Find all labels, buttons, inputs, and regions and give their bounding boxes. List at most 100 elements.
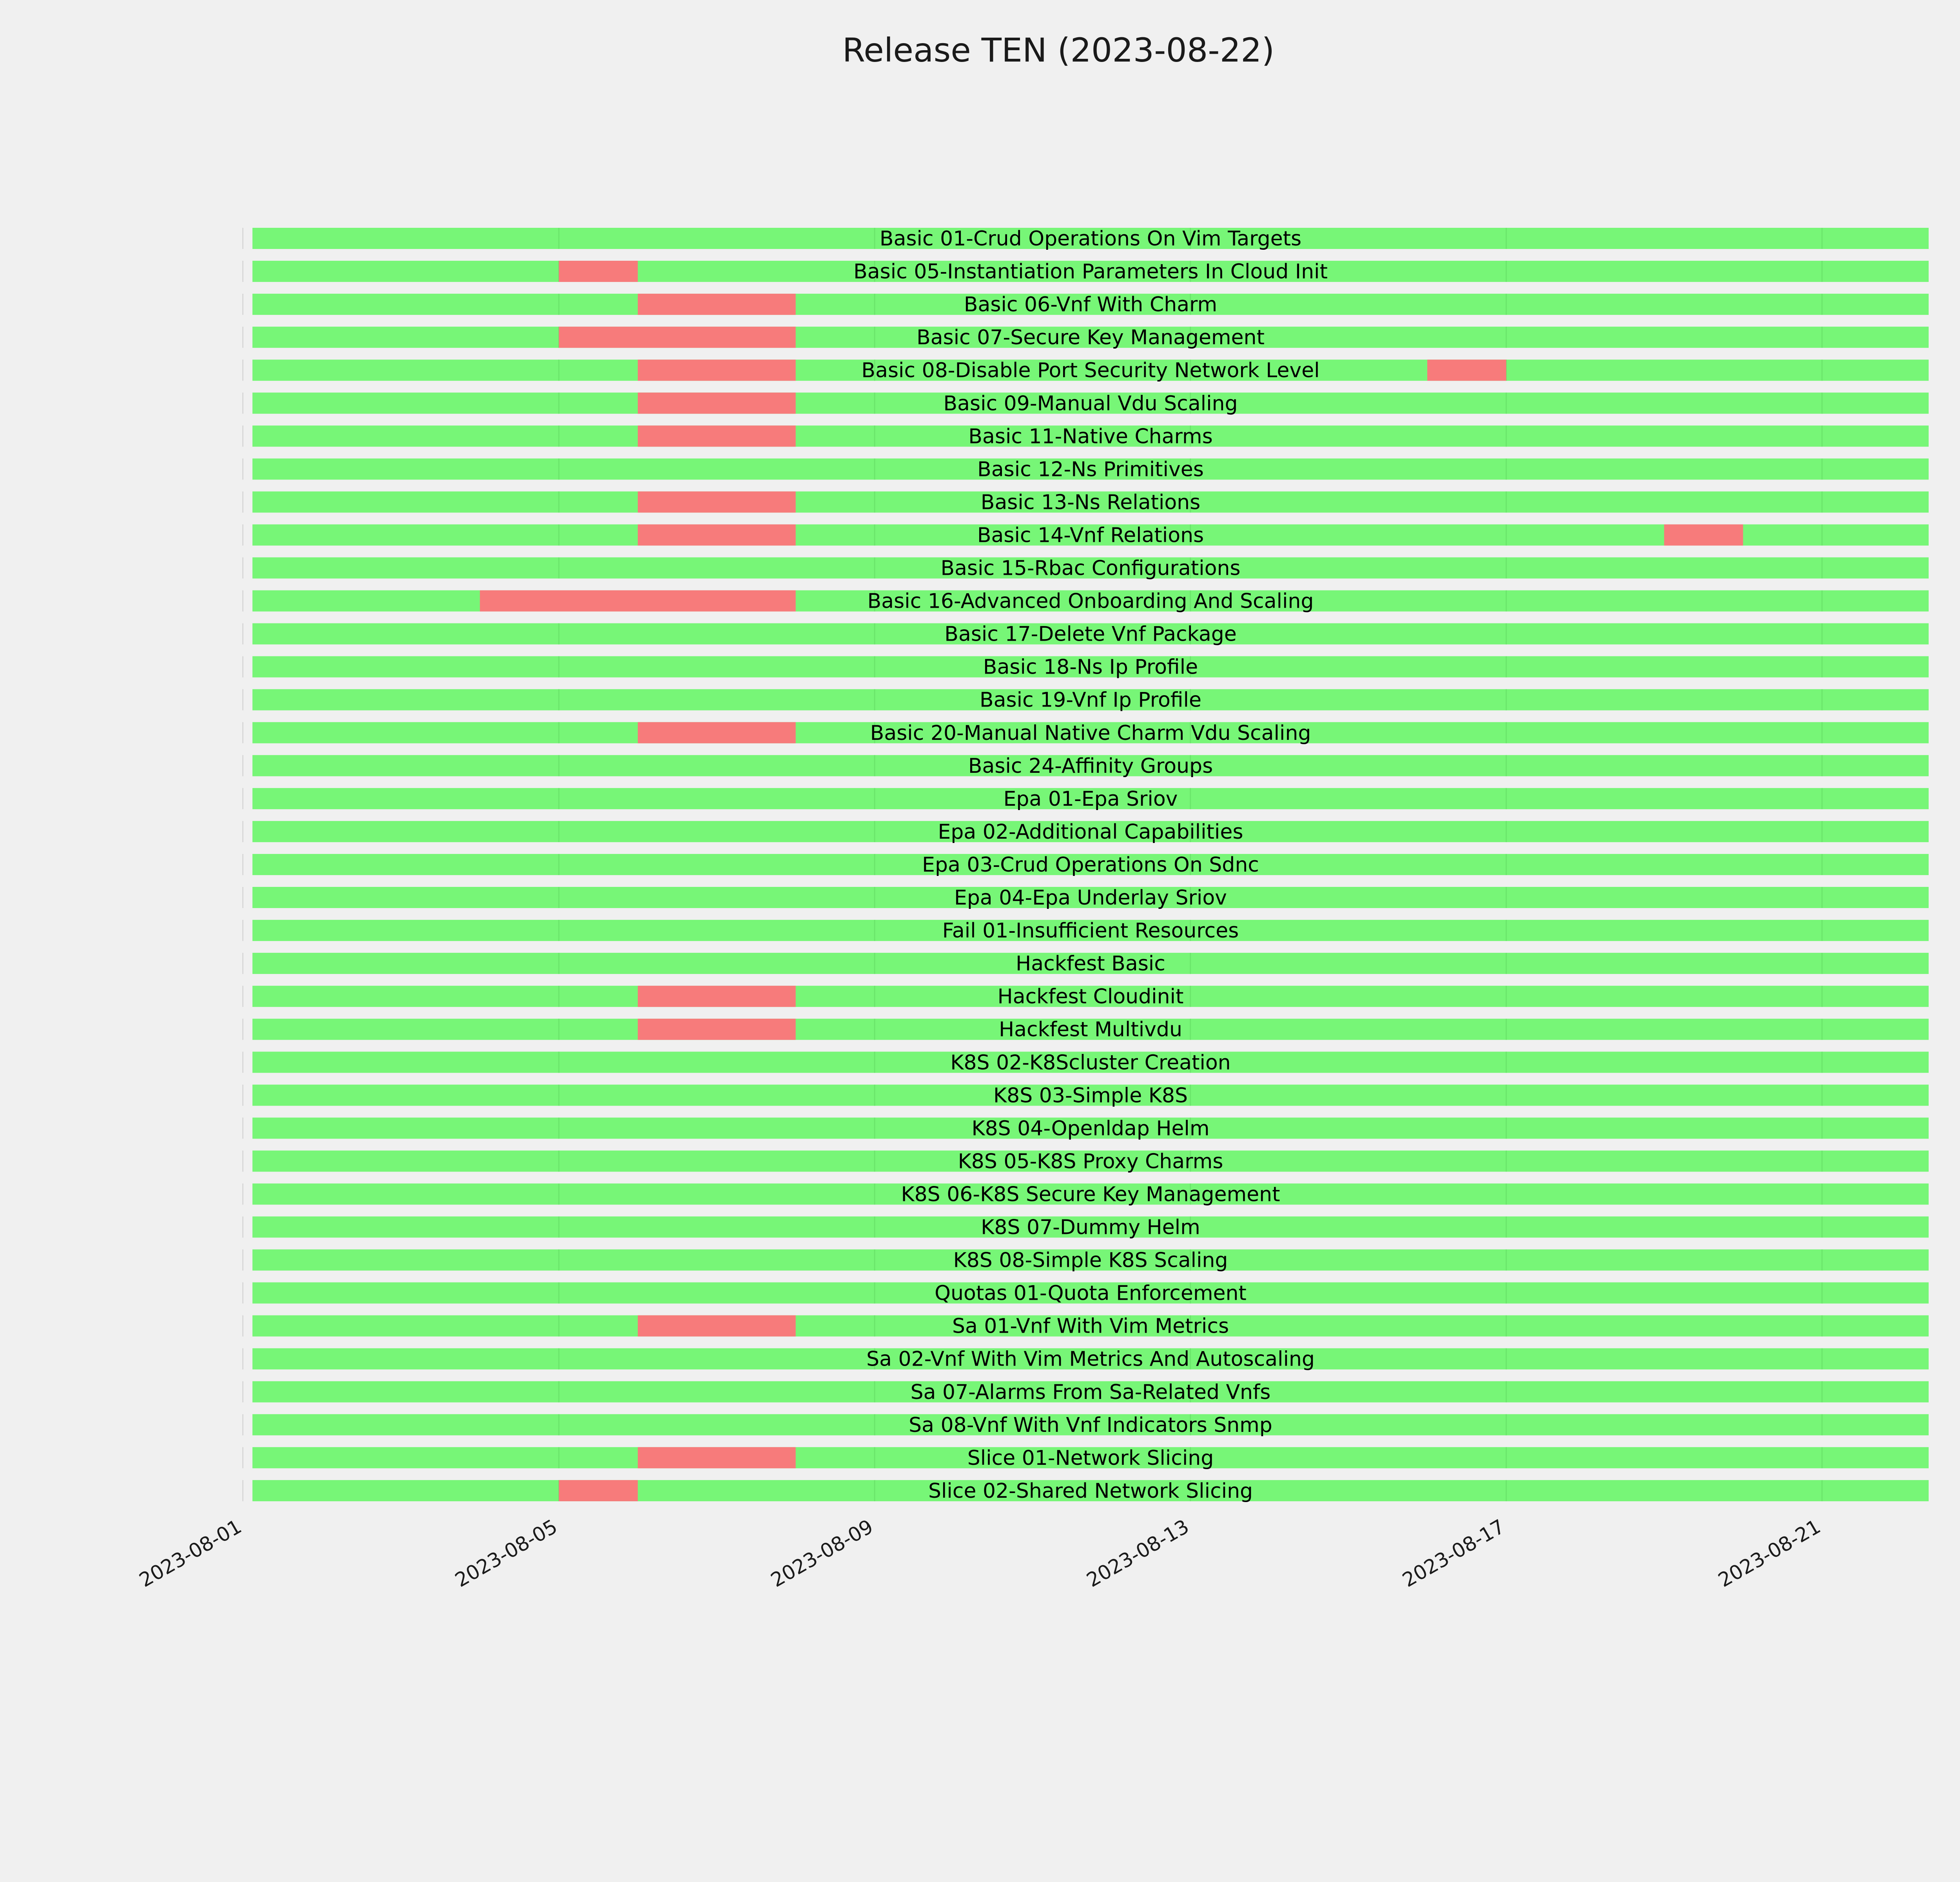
pass-segment	[252, 1216, 1929, 1238]
bar-divider	[874, 524, 875, 546]
fail-segment	[638, 425, 796, 447]
x-axis-ticks: 2023-08-01 2023-08-05 2023-08-09 2023-08-13…	[135, 1515, 1824, 1592]
timeline-row: Sa 01-Vnf With Vim Metrics	[242, 1315, 1929, 1338]
timeline-row: Basic 08-Disable Port Security Network L…	[242, 359, 1929, 382]
bar-divider	[1821, 1480, 1823, 1501]
bar-divider	[1505, 953, 1507, 974]
pass-segment	[252, 1117, 1929, 1139]
bar-divider	[1190, 1282, 1191, 1304]
pass-segment	[252, 1348, 1929, 1370]
fail-segment	[1427, 360, 1506, 381]
bar-divider	[1190, 1315, 1191, 1337]
row-label: Quotas 01-Quota Enforcement	[935, 1282, 1247, 1305]
bar-divider	[874, 1282, 875, 1304]
bar-divider	[874, 261, 875, 282]
bar-divider	[1190, 722, 1191, 743]
bar-divider	[1190, 491, 1191, 513]
timeline-row: Basic 01-Crud Operations On Vim Targets	[242, 227, 1929, 251]
pass-segment	[252, 1052, 1929, 1073]
fail-segment	[559, 327, 796, 348]
timeline-row: Basic 15-Rbac Configurations	[242, 557, 1929, 580]
bar-divider	[558, 722, 560, 743]
pass-segment	[252, 1085, 1929, 1106]
bar-divider	[1821, 294, 1823, 315]
bar-divider	[1505, 1019, 1507, 1040]
bar-divider	[1190, 920, 1191, 941]
timeline-row: Sa 02-Vnf With Vim Metrics And Autoscali…	[242, 1348, 1929, 1371]
pass-segment	[252, 360, 1929, 381]
bar-divider	[558, 821, 560, 842]
bar-divider	[874, 656, 875, 678]
fail-segment	[638, 1019, 796, 1040]
row-label: Basic 14-Vnf Relations	[977, 523, 1204, 547]
timeline-row: Epa 02-Additional Capabilities	[242, 820, 1929, 844]
fail-segment	[638, 986, 796, 1007]
bar-divider	[1190, 294, 1191, 315]
bar-divider	[874, 590, 875, 612]
bar-divider	[1821, 920, 1823, 941]
timeline-row: Basic 16-Advanced Onboarding And Scaling	[242, 590, 1929, 613]
bar-divider	[1190, 1381, 1191, 1402]
row-start-marker	[242, 491, 243, 513]
bar-divider	[1505, 755, 1507, 776]
bar-divider	[1505, 854, 1507, 875]
pass-segment	[252, 821, 1929, 842]
fail-segment	[480, 590, 796, 612]
row-start-marker	[242, 1150, 243, 1172]
bar-divider	[874, 821, 875, 842]
row-label: Slice 02-Shared Network Slicing	[928, 1479, 1253, 1503]
pass-segment	[252, 986, 1929, 1007]
bar-divider	[874, 755, 875, 776]
pass-segment	[252, 1282, 1929, 1304]
fail-segment	[638, 1315, 796, 1337]
row-start-marker	[242, 1117, 243, 1139]
bar-divider	[874, 425, 875, 447]
bar-divider	[558, 623, 560, 645]
bar-divider	[874, 623, 875, 645]
bar-divider	[1190, 1414, 1191, 1435]
bar-divider	[1821, 854, 1823, 875]
timeline-row: Basic 07-Secure Key Management	[242, 326, 1929, 349]
bar-divider	[1190, 689, 1191, 710]
timeline-row: Slice 01-Network Slicing	[242, 1446, 1929, 1470]
bar-divider	[1505, 327, 1507, 348]
bar-divider	[558, 656, 560, 678]
row-start-marker	[242, 1216, 243, 1238]
bar-divider	[558, 1216, 560, 1238]
bar-divider	[558, 689, 560, 710]
fail-segment	[638, 722, 796, 743]
row-label: Basic 18-Ns Ip Profile	[983, 656, 1198, 679]
row-label: Sa 01-Vnf With Vim Metrics	[952, 1315, 1229, 1338]
bar-divider	[558, 524, 560, 546]
bar-divider	[1190, 392, 1191, 414]
row-label: Basic 05-Instantiation Parameters In Clo…	[853, 260, 1328, 283]
pass-segment	[252, 524, 1929, 546]
bar-divider	[1505, 821, 1507, 842]
fail-segment	[638, 491, 796, 513]
bar-divider	[874, 1315, 875, 1337]
row-label: Slice 01-Network Slicing	[967, 1446, 1214, 1470]
timeline-row: K8S 05-K8S Proxy Charms	[242, 1150, 1929, 1173]
row-start-marker	[242, 1282, 243, 1304]
bar-divider	[1505, 524, 1507, 546]
row-label: K8S 06-K8S Secure Key Management	[901, 1183, 1280, 1206]
rows-layer: Basic 01-Crud Operations On Vim Targets B…	[242, 227, 1929, 1503]
bar-divider	[1505, 1117, 1507, 1139]
row-start-marker	[242, 1085, 243, 1106]
row-start-marker	[242, 1019, 243, 1040]
bar-divider	[1190, 755, 1191, 776]
bar-divider	[1505, 228, 1507, 249]
bar-divider	[1505, 1183, 1507, 1205]
row-start-marker	[242, 1052, 243, 1073]
bar-divider	[1821, 755, 1823, 776]
fail-segment	[638, 360, 796, 381]
bar-divider	[1505, 887, 1507, 908]
bar-divider	[1821, 1414, 1823, 1435]
timeline-row: Basic 20-Manual Native Charm Vdu Scaling	[242, 721, 1929, 745]
timeline-row: Basic 13-Ns Relations	[242, 490, 1929, 514]
pass-segment	[252, 294, 1929, 315]
timeline-row: Hackfest Multivdu	[242, 1018, 1929, 1041]
bar-divider	[1821, 1447, 1823, 1468]
bar-divider	[558, 557, 560, 579]
bar-divider	[558, 1052, 560, 1073]
